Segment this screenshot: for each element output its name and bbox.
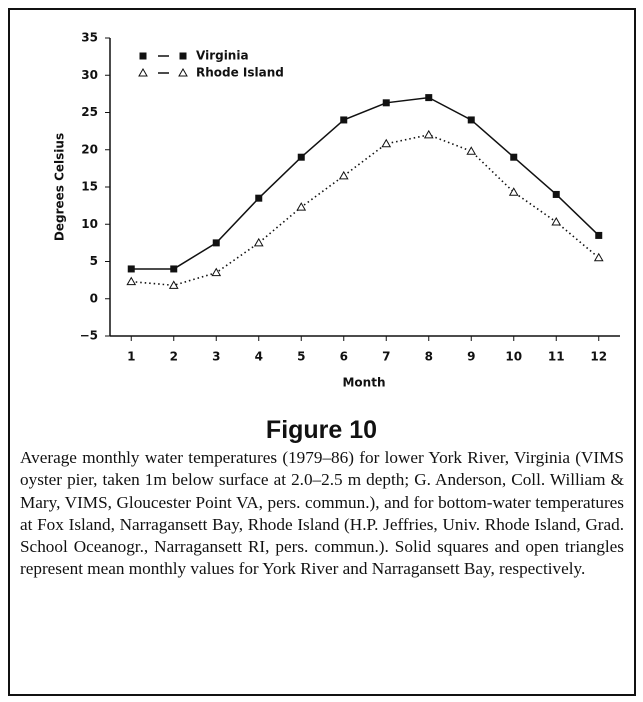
triangle-marker <box>126 276 137 286</box>
x-tick-label: 7 <box>382 350 390 364</box>
x-axis-title: Month <box>342 376 385 390</box>
y-tick-label: 5 <box>90 254 98 268</box>
triangle-marker <box>593 252 604 262</box>
y-tick-label: 25 <box>81 105 98 119</box>
y-tick-label: 35 <box>81 31 98 45</box>
x-tick-label: 4 <box>255 350 263 364</box>
figure-label: Figure 10 <box>265 416 378 444</box>
x-tick-label: 10 <box>505 350 522 364</box>
square-marker <box>425 94 433 102</box>
series-line <box>131 134 600 287</box>
y-tick-label: 20 <box>81 142 98 156</box>
square-marker <box>127 265 135 273</box>
triangle-marker <box>381 138 392 148</box>
square-marker <box>382 99 390 107</box>
frame <box>8 8 636 696</box>
triangle-marker <box>211 267 222 277</box>
x-tick-label: 6 <box>340 350 348 364</box>
x-tick-label: 11 <box>548 350 565 364</box>
x-tick-label: 12 <box>590 350 607 364</box>
square-marker <box>552 190 560 198</box>
x-tick-label: 2 <box>170 350 178 364</box>
x-tick-label: 8 <box>425 350 433 364</box>
square-marker <box>255 194 263 202</box>
y-tick-label: −5 <box>80 329 98 343</box>
triangle-marker <box>138 67 148 77</box>
triangle-marker <box>296 202 307 211</box>
y-tick-label: 30 <box>81 68 98 82</box>
y-axis-title: Degrees Celsius <box>53 133 67 241</box>
legend-label: Virginia <box>196 49 249 63</box>
triangle-marker <box>508 187 519 196</box>
x-tick-label: 5 <box>297 350 305 364</box>
triangle-marker <box>253 237 264 247</box>
y-tick-label: 0 <box>90 291 98 305</box>
square-marker <box>212 239 220 247</box>
square-marker <box>340 116 348 124</box>
square-marker <box>510 153 518 161</box>
y-tick-label: 10 <box>81 217 98 231</box>
figure-caption: Average monthly water temperatures (1979… <box>20 448 624 579</box>
square-marker <box>297 153 305 161</box>
square-marker <box>170 265 178 273</box>
x-tick-label: 9 <box>467 350 475 364</box>
triangle-marker <box>178 67 188 77</box>
triangle-marker <box>168 280 179 289</box>
triangle-marker <box>423 129 434 139</box>
square-marker <box>179 52 187 60</box>
triangle-marker <box>338 170 349 180</box>
triangle-marker <box>466 146 477 155</box>
legend-label: Rhode Island <box>196 66 284 80</box>
y-tick-label: 15 <box>81 180 98 194</box>
triangle-marker <box>551 217 562 226</box>
x-tick-label: 3 <box>212 350 220 364</box>
square-marker <box>139 52 147 60</box>
series-line <box>131 96 600 270</box>
x-tick-label: 1 <box>127 350 135 364</box>
square-marker <box>467 116 475 124</box>
square-marker <box>595 231 603 239</box>
